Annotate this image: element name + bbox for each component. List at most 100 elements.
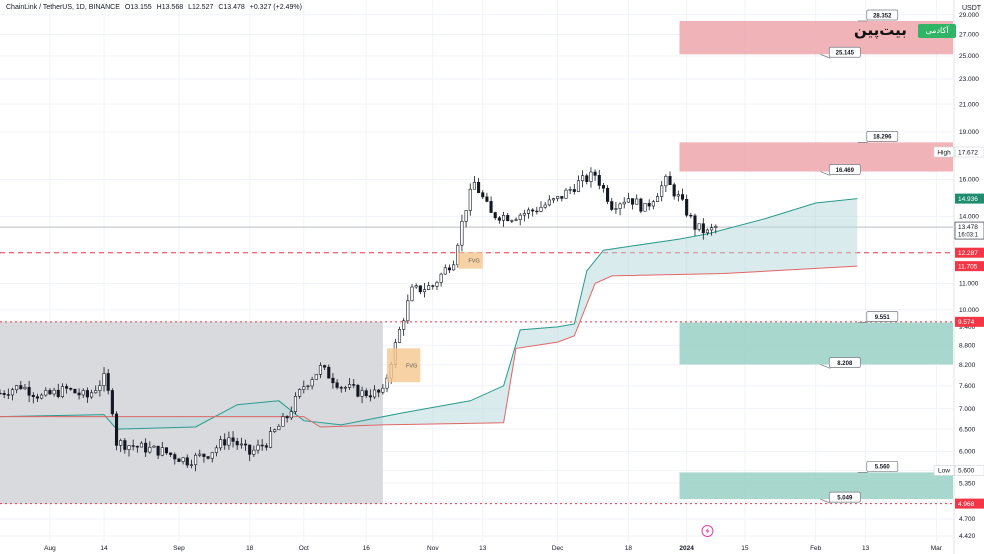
candle-body [452,264,456,271]
candle-body [664,176,668,187]
candle-body [543,204,547,208]
price-marker [955,261,984,272]
callout-box [866,131,899,142]
low-value: L12.527 [188,4,214,11]
candle-body [194,454,198,466]
annotations-layer: FVG FVG 28.352 25.145 18.296 16.469 9.551 8.208… [387,9,899,504]
ichimoku-cloud-fill [0,198,858,430]
price-marker-label: 9.574 [958,319,975,326]
price-tick-label: 14.000 [959,214,979,221]
candle-body [243,443,248,446]
candle-body [27,387,31,396]
price-marker-label: 5.600 [958,468,975,475]
callout-box [828,491,861,503]
candle-body [110,390,114,415]
candle-body [19,385,23,390]
candle-body [223,439,227,446]
ichimoku-upper-line [0,198,858,430]
candle-body [597,175,601,186]
price-tick-label: 29.000 [959,12,979,19]
candle-body [23,387,27,390]
candle-body [314,374,318,380]
candle-body [85,390,89,398]
price-tick-label: 4.420 [959,533,976,540]
fvg-box [387,348,421,383]
callout-box [828,46,861,58]
brand-logo: بیت‌پین [854,21,907,39]
candle-body [298,389,302,397]
candle-body [364,390,368,396]
candle-body [123,440,127,450]
price-tick-label: 7.600 [959,383,976,390]
price-marker [955,247,984,258]
callout-pointer [820,53,831,59]
candle-body [568,189,572,191]
candle-body [539,206,543,212]
candle-body [406,300,410,322]
candle-body [714,226,718,228]
callout-box [866,461,899,472]
callout-pointer [820,498,831,504]
candle-body [135,446,139,448]
candle-body [493,212,497,219]
candle-body [705,229,710,234]
price-tick-label: 9.400 [959,324,976,331]
price-tick-label: 6.000 [959,449,976,456]
candle-body [202,453,206,457]
price-tick-label: 27.000 [959,32,979,39]
candle-body [231,437,235,442]
price-marker [954,465,984,476]
candle-body [60,386,64,397]
candle-body [40,394,44,399]
candle-body [81,390,85,396]
candle-body [651,201,655,207]
candle-body [547,199,551,206]
candle-body [610,201,614,210]
price-tick-label: 8.800 [959,342,976,349]
candle-body [564,189,568,199]
candle-body [435,282,439,287]
candle-body [189,464,193,466]
fvg-label: FVG [468,259,479,265]
zone-price-label: 9.551 [875,315,891,321]
candle-body [531,209,535,212]
candle-body [485,196,489,202]
resistance-zone [679,20,953,55]
candle-body [680,194,685,200]
fvg-label: FVG [406,363,417,369]
candle-body [377,389,381,393]
candle-body [410,286,414,302]
candle-body [655,196,660,202]
candle-body [352,384,356,386]
currency-label[interactable]: USDT [962,5,982,12]
candle-body [497,217,501,221]
candle-body [198,453,202,456]
candle-body [31,394,35,397]
time-tick-label: 15 [741,545,749,552]
candle-body [77,392,81,396]
candle-body [48,390,52,395]
candle-body [310,379,314,387]
candle-body [439,273,443,283]
time-tick-label: 13 [862,545,870,552]
candle-body [427,285,431,290]
candle-body [339,387,343,389]
candle-body [273,429,277,432]
candle-body [90,392,94,398]
candle-body [35,396,40,399]
candle-body [285,416,289,419]
symbol-title[interactable]: ChainLink / TetherUS, 1D, BINANCE [6,4,120,11]
candle-body [518,214,522,220]
candle-body [127,445,131,450]
close-value: C13.478 [218,4,245,11]
marker-tag: Low [938,468,950,475]
candle-body [556,196,560,199]
candle-body [572,189,576,192]
fvg-box [457,252,483,269]
candle-body [626,198,630,203]
candle-body [156,445,160,456]
resistance-zone [679,142,953,172]
marker-tag-box [933,146,955,158]
candle-body [614,208,618,210]
